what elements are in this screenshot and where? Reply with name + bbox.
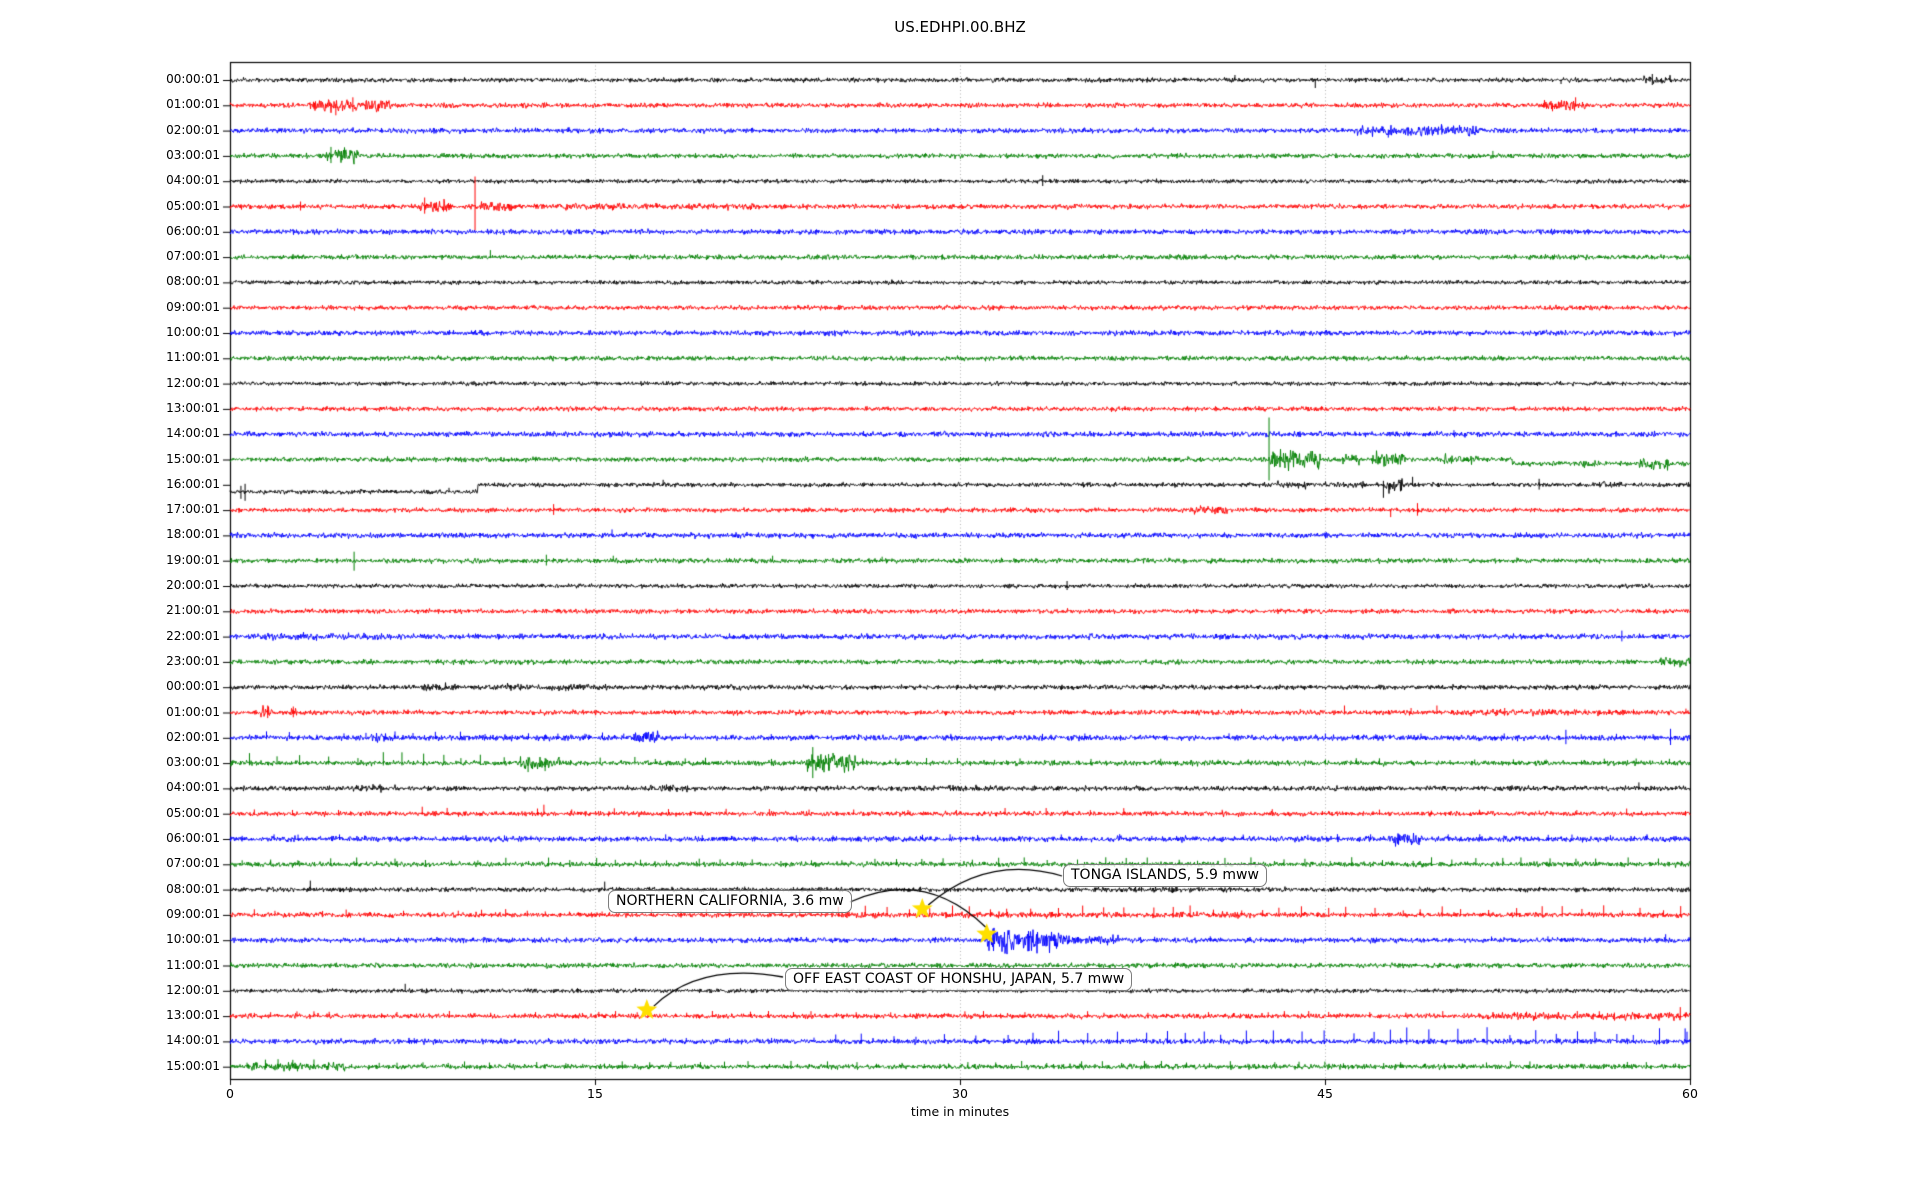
row-label: 14:00:01 (166, 426, 220, 441)
row-label: 09:00:01 (166, 299, 220, 314)
row-label: 01:00:01 (166, 704, 220, 719)
annotation-northern-california: NORTHERN CALIFORNIA, 3.6 mw (608, 890, 852, 913)
row-label: 00:00:01 (166, 72, 220, 86)
x-axis-title: time in minutes (910, 1104, 1010, 1119)
row-label: 15:00:01 (166, 451, 220, 466)
annotation-tonga-islands: TONGA ISLANDS, 5.9 mww (1063, 864, 1267, 887)
annotation-honshu-japan: OFF EAST COAST OF HONSHU, JAPAN, 5.7 mww (785, 968, 1133, 991)
x-tick-label: 0 (226, 1086, 234, 1101)
x-tick-label: 30 (952, 1086, 968, 1101)
row-label: 08:00:01 (166, 274, 220, 289)
row-label: 04:00:01 (166, 173, 220, 188)
row-label: 19:00:01 (166, 552, 220, 567)
row-label: 16:00:01 (166, 476, 220, 491)
row-label: 17:00:01 (166, 502, 220, 517)
row-label: 21:00:01 (166, 603, 220, 618)
row-label: 06:00:01 (166, 831, 220, 845)
row-label: 11:00:01 (166, 350, 220, 365)
row-label: 04:00:01 (166, 780, 220, 795)
row-label: 07:00:01 (166, 249, 220, 264)
row-label: 20:00:01 (166, 578, 220, 592)
row-label: 09:00:01 (166, 906, 220, 921)
x-tick-label: 60 (1682, 1086, 1698, 1101)
row-label: 13:00:01 (166, 1008, 220, 1023)
row-label: 18:00:01 (166, 527, 220, 542)
row-label: 11:00:01 (166, 957, 220, 972)
row-label: 00:00:01 (166, 679, 220, 694)
row-label: 12:00:01 (166, 982, 220, 997)
row-label: 23:00:01 (166, 653, 220, 668)
figure-title: US.EDHPI.00.BHZ (894, 18, 1026, 36)
row-label: 06:00:01 (166, 223, 220, 238)
row-label: 08:00:01 (166, 881, 220, 896)
row-label: 10:00:01 (166, 325, 220, 339)
row-label: 03:00:01 (166, 147, 220, 162)
row-label: 05:00:01 (166, 805, 220, 820)
row-label: 13:00:01 (166, 400, 220, 415)
row-label: 01:00:01 (166, 97, 220, 112)
row-label: 10:00:01 (166, 932, 220, 947)
row-label: 14:00:01 (166, 1033, 220, 1048)
row-label: 02:00:01 (166, 122, 220, 137)
row-label: 03:00:01 (166, 755, 220, 770)
row-label: 07:00:01 (166, 856, 220, 871)
row-label: 22:00:01 (166, 628, 220, 643)
row-label: 05:00:01 (166, 198, 220, 213)
row-label: 02:00:01 (166, 729, 220, 744)
row-label: 12:00:01 (166, 375, 220, 390)
x-tick-label: 15 (587, 1086, 603, 1101)
row-label: 15:00:01 (166, 1058, 220, 1073)
x-tick-label: 45 (1317, 1086, 1333, 1101)
